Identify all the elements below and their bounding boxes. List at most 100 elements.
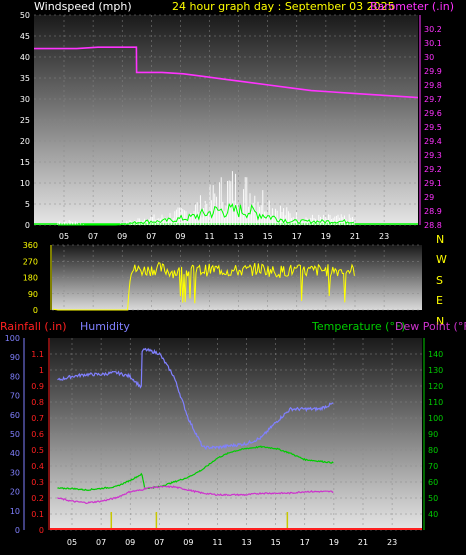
humidity-x-tick-label: 05 xyxy=(67,538,77,547)
humidity-x-tick-label: 19 xyxy=(329,538,339,547)
wind-x-tick-label: 07 xyxy=(146,232,156,241)
wind-tick-label: 5 xyxy=(25,200,30,209)
humidity-tick-label: 10 xyxy=(10,507,20,516)
barometer-tick-label: 29.4 xyxy=(424,137,442,146)
wind-x-tick-label: 23 xyxy=(379,232,389,241)
barometer-tick-label: 28.8 xyxy=(424,221,442,230)
humidity-tick-label: 80 xyxy=(10,372,20,381)
humidity-tick-label: 20 xyxy=(10,488,20,497)
humidity-x-tick-label: 21 xyxy=(358,538,368,547)
temperature-tick-label: 100 xyxy=(428,414,443,423)
wind-x-tick-label: 13 xyxy=(234,232,244,241)
humidity-tick-label: 0 xyxy=(15,526,20,535)
compass-label: N xyxy=(436,315,444,328)
rainfall-tick-label: 0.8 xyxy=(31,398,44,407)
humidity-x-tick-label: 13 xyxy=(242,538,252,547)
barometer-tick-label: 29.5 xyxy=(424,123,442,132)
wind-tick-label: 40 xyxy=(20,53,30,62)
humidity-tick-label: 60 xyxy=(10,411,20,420)
wind-tick-label: 10 xyxy=(20,179,30,188)
wind-tick-label: 25 xyxy=(20,116,30,125)
barometer-tick-label: 29.1 xyxy=(424,179,442,188)
direction-tick-label: 360 xyxy=(23,241,38,250)
humidity-tick-label: 90 xyxy=(10,353,20,362)
humidity-x-tick-label: 17 xyxy=(300,538,310,547)
temperature-tick-label: 110 xyxy=(428,398,443,407)
humidity-x-tick-label: 07 xyxy=(96,538,106,547)
humidity-x-tick-label: 09 xyxy=(125,538,135,547)
wind-tick-label: 45 xyxy=(20,32,30,41)
barometer-tick-label: 30.1 xyxy=(424,39,442,48)
barometer-tick-label: 29.7 xyxy=(424,95,442,104)
wind-x-tick-label: 09 xyxy=(175,232,185,241)
rainfall-tick-label: 1 xyxy=(39,366,44,375)
wind-x-tick-label: 05 xyxy=(59,232,69,241)
temperature-tick-label: 60 xyxy=(428,478,438,487)
temperature-tick-label: 80 xyxy=(428,446,438,455)
wind-tick-label: 15 xyxy=(20,158,30,167)
wind-x-tick-label: 17 xyxy=(292,232,302,241)
humidity-x-tick-label: 09 xyxy=(183,538,193,547)
wind-x-tick-label: 11 xyxy=(204,232,214,241)
rainfall-tick-label: 1.1 xyxy=(31,350,44,359)
barometer-tick-label: 29.2 xyxy=(424,165,442,174)
humidity-tick-label: 40 xyxy=(10,449,20,458)
wind-x-tick-label: 21 xyxy=(350,232,360,241)
wind-x-tick-label: 07 xyxy=(88,232,98,241)
temperature-tick-label: 130 xyxy=(428,366,443,375)
windspeed-axis-title: Windspeed (mph) xyxy=(34,0,132,13)
humidity-tick-label: 100 xyxy=(5,334,20,343)
humidity-x-tick-label: 23 xyxy=(387,538,397,547)
temperature-tick-label: 40 xyxy=(428,510,438,519)
compass-label: E xyxy=(436,294,443,307)
compass-label: W xyxy=(436,253,447,266)
wind-tick-label: 20 xyxy=(20,137,30,146)
barometer-tick-label: 29 xyxy=(424,193,434,202)
rainfall-tick-label: 0.3 xyxy=(31,478,44,487)
wind-tick-label: 0 xyxy=(25,221,30,230)
dew-point-line xyxy=(57,485,334,505)
temperature-tick-label: 70 xyxy=(428,462,438,471)
rainfall-tick-label: 0.6 xyxy=(31,430,44,439)
temperature-tick-label: 120 xyxy=(428,382,443,391)
wind-x-tick-label: 15 xyxy=(263,232,273,241)
direction-tick-label: 270 xyxy=(23,257,38,266)
humidity-tick-label: 30 xyxy=(10,468,20,477)
temperature-line xyxy=(57,445,334,492)
wind-x-tick-label: 19 xyxy=(321,232,331,241)
barometer-axis-title: Barometer (.in) xyxy=(370,0,454,13)
barometer-tick-label: 29.8 xyxy=(424,81,442,90)
rainfall-tick-label: 0.7 xyxy=(31,414,44,423)
rainfall-tick-label: 0.9 xyxy=(31,382,44,391)
windspeed-average-line xyxy=(58,202,355,226)
wind-tick-label: 35 xyxy=(20,74,30,83)
temperature-tick-label: 50 xyxy=(428,494,438,503)
legend-temperature: Temperature (°F) xyxy=(311,320,406,333)
wind-tick-label: 30 xyxy=(20,95,30,104)
wind-direction-trace xyxy=(53,262,355,311)
temperature-tick-label: 140 xyxy=(428,350,443,359)
humidity-line xyxy=(57,347,334,451)
direction-tick-label: 90 xyxy=(28,290,38,299)
humidity-tick-label: 50 xyxy=(10,430,20,439)
rainfall-tick-label: 0 xyxy=(39,526,44,535)
rainfall-axis-title: Rainfall (.in) xyxy=(0,320,67,333)
rainfall-tick-label: 0.5 xyxy=(31,446,44,455)
compass-label: N xyxy=(436,233,444,246)
humidity-tick-label: 70 xyxy=(10,392,20,401)
barometer-tick-label: 30.2 xyxy=(424,25,442,34)
humidity-x-tick-label: 11 xyxy=(212,538,222,547)
wind-x-tick-label: 09 xyxy=(117,232,127,241)
barometer-tick-label: 29.6 xyxy=(424,109,442,118)
barometer-tick-label: 29.9 xyxy=(424,67,442,76)
humidity-x-tick-label: 15 xyxy=(271,538,281,547)
compass-label: S xyxy=(436,274,443,287)
barometer-tick-label: 30 xyxy=(424,53,434,62)
legend-dew-point: Dew Point (°F) xyxy=(395,320,466,333)
barometer-tick-label: 29.3 xyxy=(424,151,442,160)
barometer-tick-label: 28.9 xyxy=(424,207,442,216)
rainfall-tick-label: 0.2 xyxy=(31,494,44,503)
direction-tick-label: 180 xyxy=(23,274,38,283)
